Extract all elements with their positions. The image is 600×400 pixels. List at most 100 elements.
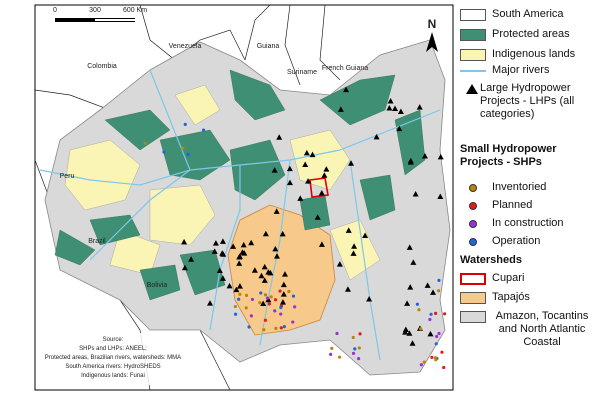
legend-dot <box>469 238 477 246</box>
legend-dot <box>469 220 477 228</box>
shp-dot <box>330 346 334 350</box>
legend-dot <box>469 202 477 210</box>
protected-areas <box>54 69 426 301</box>
legend-label: Protected areas <box>492 28 570 40</box>
shp-dot <box>250 297 255 302</box>
hydropower-triangle <box>314 214 321 220</box>
hydropower-triangle <box>271 167 278 173</box>
hydropower-triangle <box>421 153 428 159</box>
shp-dot <box>183 122 187 127</box>
hydropower-triangle <box>407 159 414 165</box>
shp-dot <box>351 351 356 355</box>
shp-dot <box>437 289 441 293</box>
hydropower-triangle <box>211 248 218 254</box>
hydropower-triangle <box>437 153 444 160</box>
hydropower-triangle <box>350 250 357 256</box>
hydropower-triangle <box>397 108 404 115</box>
scale-label: 300 <box>89 7 101 14</box>
hydropower-triangle <box>323 166 330 172</box>
hydropower-triangle <box>280 291 287 297</box>
scale-label: 0 <box>53 7 57 14</box>
hydropower-triangle <box>351 243 358 249</box>
hydropower-triangle <box>219 275 226 281</box>
shp-dot <box>287 289 291 294</box>
shp-dot <box>437 278 441 283</box>
source-box <box>48 333 178 385</box>
country-label: Bolivia <box>147 282 168 289</box>
shp-dot <box>415 302 419 306</box>
shp-dot <box>291 294 296 298</box>
shp-dot <box>428 317 432 322</box>
legend-swatch <box>460 273 486 285</box>
country-label: French Guiana <box>322 65 368 72</box>
shp-dot <box>433 311 438 316</box>
shp-dot <box>434 358 438 362</box>
shp-dot <box>442 365 446 370</box>
shp-dot <box>356 357 361 361</box>
shp-dot <box>249 314 253 318</box>
hydropower-triangle <box>437 193 444 200</box>
shp-dot <box>273 309 277 313</box>
hydropower-triangle <box>344 286 351 292</box>
shp-dot <box>422 360 426 364</box>
legend-label: Amazon, Tocantins and North Atlantic Coa… <box>495 310 589 348</box>
hydropower-triangle <box>260 300 267 306</box>
legend-triangle <box>466 84 478 94</box>
hydropower-triangle <box>321 172 328 178</box>
hydropower-triangle <box>392 105 399 112</box>
country-label: Peru <box>60 173 75 180</box>
shp-dot <box>293 305 297 309</box>
hydropower-triangle <box>318 241 325 247</box>
shp-dot <box>435 334 439 339</box>
shp-dot <box>273 298 278 302</box>
hydropower-triangle <box>233 286 240 293</box>
shp-dot <box>263 293 268 297</box>
cupari-watershed <box>309 177 329 198</box>
hydropower-triangle <box>272 245 279 252</box>
hydropower-triangle <box>273 253 280 259</box>
shp-dot <box>417 308 421 312</box>
legend-label: Planned <box>492 199 533 211</box>
shp-dot <box>357 346 361 350</box>
hydropower-triangle <box>281 271 288 277</box>
legend-label: Large Hydropower Projects - LHPs (all ca… <box>480 82 575 120</box>
shp-dot <box>337 355 342 359</box>
shp-dot <box>419 363 423 367</box>
legend-swatch <box>460 29 486 41</box>
hydropower-triangle <box>230 243 237 249</box>
hydropower-triangle <box>427 330 434 337</box>
shp-dot <box>279 305 283 310</box>
shp-dot <box>335 331 339 336</box>
shp-dot <box>181 146 185 150</box>
hydropower-triangle <box>406 330 413 336</box>
hydropower-triangle <box>236 254 243 260</box>
hydropower-triangle <box>318 190 325 196</box>
source-line: Protected areas, Brazilian rivers, water… <box>45 355 181 361</box>
hydropower-triangle <box>302 161 309 168</box>
hydropower-triangle <box>362 232 369 238</box>
hydropower-triangle <box>343 86 350 93</box>
hydropower-triangle <box>248 239 255 246</box>
hydropower-triangle <box>386 105 393 111</box>
hydropower-triangle <box>258 272 265 279</box>
hydropower-triangle <box>261 263 268 270</box>
legend-label: South America <box>492 8 564 20</box>
country-label: Venezuela <box>169 43 202 50</box>
hydropower-triangle <box>345 227 352 233</box>
hydropower-triangle <box>366 296 373 302</box>
shp-dot <box>443 312 447 316</box>
legend-heading: Small Hydropower Projects - SHPs <box>460 143 557 168</box>
hydropower-triangle <box>267 269 274 276</box>
legend-swatch <box>460 311 486 323</box>
shp-dot <box>282 325 286 329</box>
shp-dot <box>259 291 263 295</box>
hydropower-triangle <box>409 340 416 346</box>
shp-dot <box>274 326 278 330</box>
shp-dot <box>430 355 434 359</box>
shp-dot <box>429 312 433 316</box>
country-label: Colombia <box>87 63 117 70</box>
shp-dot <box>233 304 237 309</box>
shp-dot <box>279 312 283 316</box>
